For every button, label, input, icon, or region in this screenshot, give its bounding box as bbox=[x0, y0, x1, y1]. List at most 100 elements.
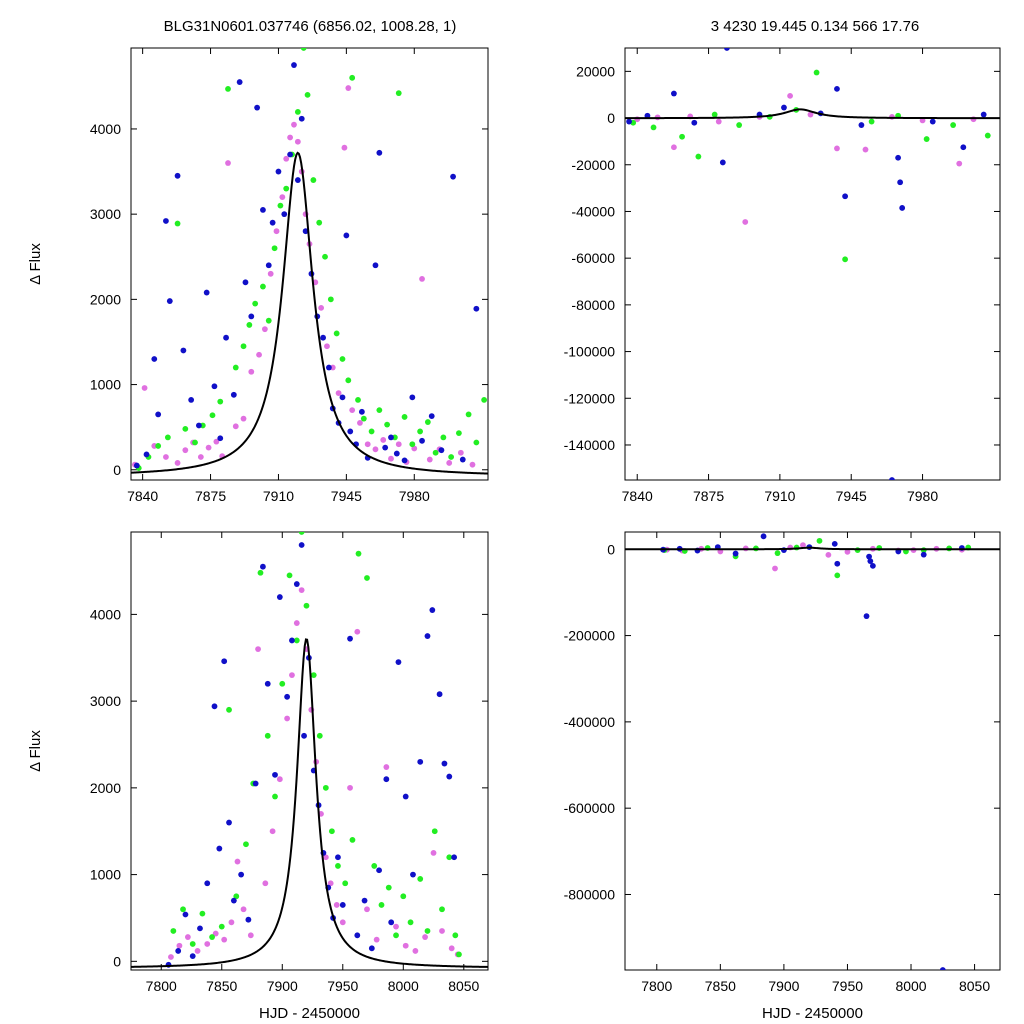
data-point-blue bbox=[143, 451, 150, 458]
x-tick-label: 8050 bbox=[959, 978, 990, 994]
y-tick-label: -400000 bbox=[564, 714, 616, 730]
data-point-blue bbox=[294, 177, 301, 183]
data-point-green bbox=[155, 443, 162, 449]
data-point-magenta bbox=[825, 551, 832, 558]
plot-frame bbox=[130, 531, 489, 971]
data-point-blue bbox=[691, 119, 698, 126]
data-point-magenta bbox=[283, 155, 290, 162]
data-point-blue bbox=[223, 334, 229, 341]
data-point-magenta bbox=[174, 460, 181, 466]
data-point-green bbox=[385, 884, 392, 891]
x-tick-label: 8000 bbox=[895, 978, 926, 994]
data-point-blue bbox=[298, 115, 305, 122]
data-point-green bbox=[303, 602, 310, 609]
data-point-magenta bbox=[255, 646, 261, 652]
y-tick-label: 0 bbox=[607, 110, 615, 126]
data-point-magenta bbox=[234, 858, 241, 865]
y-tick-label: -100000 bbox=[564, 344, 616, 360]
plot-frame bbox=[130, 47, 489, 481]
data-point-magenta bbox=[228, 919, 235, 926]
data-point-blue bbox=[438, 447, 445, 454]
data-point-blue bbox=[980, 111, 987, 118]
data-point-blue bbox=[869, 562, 876, 569]
y-tick-label: 0 bbox=[113, 953, 121, 969]
x-axis-label: HJD - 2450000 bbox=[762, 1005, 863, 1022]
data-point-magenta bbox=[267, 270, 274, 277]
data-point-magenta bbox=[279, 194, 286, 201]
data-point-blue bbox=[401, 457, 408, 464]
data-point-green bbox=[368, 428, 375, 435]
header-fit-parameters: 3 4230 19.445 0.134 566 17.76 bbox=[711, 18, 920, 35]
data-point-blue bbox=[242, 279, 249, 286]
data-point-green bbox=[300, 48, 307, 51]
data-point-blue bbox=[291, 62, 297, 68]
data-point-blue bbox=[216, 845, 223, 852]
data-point-green bbox=[294, 109, 301, 115]
x-tick-label: 7910 bbox=[263, 488, 294, 504]
data-point-blue bbox=[204, 880, 211, 887]
data-point-blue bbox=[960, 144, 967, 151]
data-point-magenta bbox=[225, 160, 231, 166]
data-point-magenta bbox=[240, 906, 247, 913]
data-point-magenta bbox=[335, 390, 342, 396]
x-tick-label: 7950 bbox=[832, 978, 863, 994]
data-point-green bbox=[304, 91, 311, 98]
data-point-blue bbox=[473, 305, 480, 312]
data-point-magenta bbox=[256, 351, 262, 358]
data-point-blue bbox=[155, 411, 162, 418]
x-tick-label: 7850 bbox=[705, 978, 736, 994]
data-point-blue bbox=[276, 594, 283, 600]
data-point-blue bbox=[376, 149, 383, 156]
data-point-green bbox=[409, 441, 416, 448]
data-point-blue bbox=[284, 693, 291, 700]
data-point-green bbox=[736, 122, 743, 128]
data-point-blue bbox=[269, 219, 276, 226]
y-tick-label: -140000 bbox=[564, 437, 616, 453]
data-point-magenta bbox=[457, 449, 464, 456]
data-point-green bbox=[209, 934, 215, 940]
data-point-green bbox=[233, 893, 240, 900]
data-point-blue bbox=[899, 205, 906, 211]
x-axis-label: HJD - 2450000 bbox=[259, 1005, 360, 1022]
data-point-green bbox=[277, 202, 284, 209]
data-point-blue bbox=[719, 159, 726, 166]
data-point-magenta bbox=[412, 948, 419, 954]
data-point-green bbox=[293, 637, 300, 644]
data-point-blue bbox=[939, 967, 946, 970]
y-tick-label: -20000 bbox=[571, 157, 615, 173]
plot-area bbox=[131, 48, 488, 475]
data-point-blue bbox=[424, 633, 431, 639]
data-point-blue bbox=[895, 154, 901, 161]
x-tick-label: 7850 bbox=[206, 978, 237, 994]
data-point-green bbox=[218, 923, 225, 930]
data-point-green bbox=[355, 397, 361, 403]
data-point-blue bbox=[339, 902, 346, 908]
data-point-green bbox=[349, 74, 356, 81]
data-point-blue bbox=[760, 533, 767, 540]
data-point-magenta bbox=[395, 441, 402, 448]
data-point-green bbox=[923, 136, 930, 142]
data-point-green bbox=[349, 837, 356, 843]
data-point-green bbox=[650, 124, 657, 131]
header-object-title: BLG31N0601.037746 (6856.02, 1008.28, 1) bbox=[164, 18, 457, 35]
data-point-green bbox=[164, 434, 171, 441]
data-point-magenta bbox=[287, 134, 293, 141]
data-point-magenta bbox=[294, 138, 301, 145]
data-point-green bbox=[170, 928, 177, 934]
data-point-blue bbox=[358, 408, 365, 415]
data-point-magenta bbox=[269, 828, 276, 835]
data-point-magenta bbox=[204, 941, 211, 947]
data-point-green bbox=[393, 932, 399, 939]
data-point-green bbox=[182, 425, 189, 432]
data-point-green bbox=[252, 300, 259, 307]
data-point-magenta bbox=[742, 219, 749, 225]
data-point-green bbox=[407, 919, 414, 926]
data-point-blue bbox=[287, 151, 293, 158]
data-point-green bbox=[446, 854, 453, 861]
data-point-magenta bbox=[844, 548, 851, 555]
data-point-magenta bbox=[807, 111, 814, 118]
data-point-green bbox=[679, 133, 685, 140]
data-point-magenta bbox=[276, 776, 283, 783]
data-point-green bbox=[452, 932, 459, 939]
